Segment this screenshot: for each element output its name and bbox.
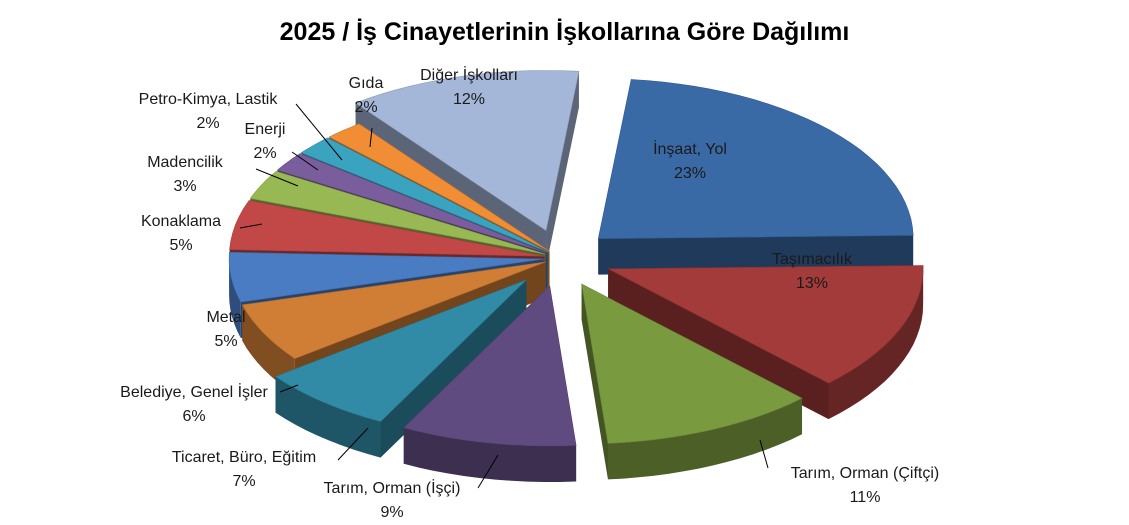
slice-label-3: Tarım, Orman (İşçi) (324, 478, 461, 497)
slice-value-label-0: 23% (674, 165, 706, 182)
leader-line-8 (255, 168, 299, 187)
slice-value-label-8: 3% (173, 178, 196, 195)
slice-value-label-12: 12% (453, 91, 485, 108)
slice-value-label-9: 2% (253, 145, 276, 162)
leader-line-4 (337, 427, 369, 461)
slice-label-2: Tarım, Orman (Çiftçi) (791, 465, 939, 482)
chart-title: 2025 / İş Cinayetlerinin İşkollarına Gör… (279, 18, 850, 46)
pie-slice-3 (403, 285, 577, 482)
slice-label-4: Ticaret, Büro, Eğitim (172, 449, 316, 466)
slice-value-label-1: 13% (796, 275, 828, 292)
slice-value-label-3: 9% (380, 504, 403, 521)
slice-label-0: İnşaat, Yol (653, 139, 727, 158)
leader-line-10 (295, 103, 343, 161)
slice-label-6: Metal (206, 309, 245, 326)
slice-label-5: Belediye, Genel İşler (120, 382, 268, 401)
pie-slice-4 (274, 279, 527, 458)
slice-value-label-2: 11% (850, 489, 881, 506)
slice-label-7: Konaklama (141, 213, 221, 230)
pie-slice-1 (608, 265, 924, 420)
slice-label-8: Madencilik (147, 154, 224, 171)
leader-line-9 (291, 151, 319, 171)
leader-line-7 (239, 223, 263, 229)
slice-label-12: Diğer İşkolları (420, 65, 518, 84)
slice-label-11: Gıda (349, 75, 384, 92)
slice-label-10: Petro-Kimya, Lastik (139, 91, 279, 108)
slice-value-label-7: 5% (169, 237, 192, 254)
pie-slice-2 (581, 283, 803, 480)
slice-label-1: Taşımacılık (772, 251, 853, 268)
leader-line-5 (279, 384, 299, 393)
slice-value-label-6: 5% (214, 333, 237, 350)
leader-line-3 (477, 454, 499, 489)
slice-value-label-5: 6% (182, 408, 205, 425)
pie-slice-0 (597, 79, 914, 275)
slice-value-label-10: 2% (196, 115, 219, 132)
slice-value-label-4: 7% (232, 473, 255, 490)
slice-label-9: Enerji (245, 121, 286, 138)
slice-value-label-11: 2% (354, 99, 377, 116)
leader-line-11 (369, 127, 373, 148)
leader-line-2 (759, 439, 769, 469)
